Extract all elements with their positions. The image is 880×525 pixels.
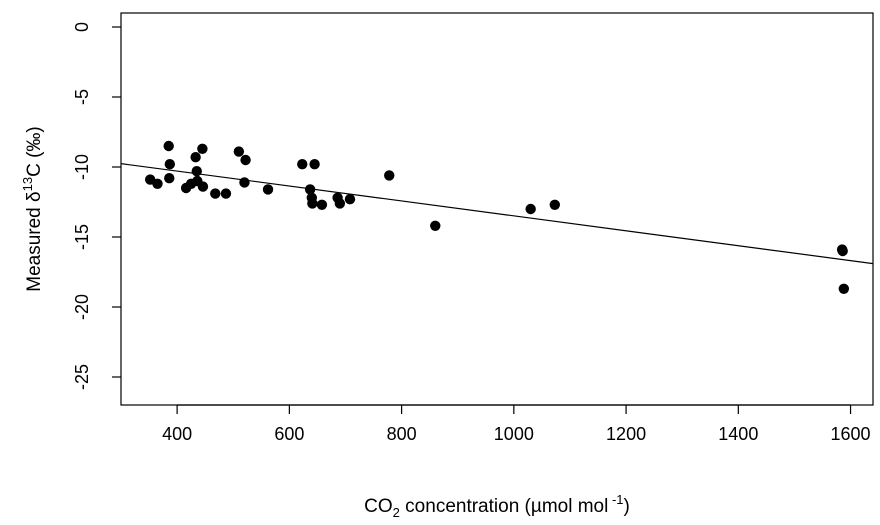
data-point bbox=[262, 184, 274, 195]
data-point bbox=[191, 166, 202, 177]
data-point bbox=[164, 173, 175, 184]
data-point bbox=[334, 198, 346, 209]
x-tick-label: 1600 bbox=[831, 424, 871, 444]
data-point bbox=[838, 283, 850, 294]
data-point bbox=[549, 199, 561, 210]
y-tick-label: -25 bbox=[72, 364, 92, 390]
data-point bbox=[525, 203, 536, 215]
y-axis-title: Measured δ13C (‰) bbox=[20, 126, 45, 291]
y-tick-label: 0 bbox=[72, 22, 92, 32]
data-point bbox=[837, 245, 848, 257]
x-tick-label: 1000 bbox=[494, 424, 534, 444]
data-point bbox=[239, 177, 250, 188]
data-point bbox=[316, 199, 328, 210]
data-point bbox=[304, 184, 316, 195]
x-axis-title: CO2 concentration (µmol mol -1) bbox=[364, 492, 630, 520]
data-point bbox=[344, 194, 356, 205]
x-tick-label: 600 bbox=[274, 424, 304, 444]
data-point bbox=[430, 220, 441, 231]
data-point bbox=[384, 170, 395, 181]
data-point bbox=[163, 140, 174, 152]
data-point bbox=[197, 143, 208, 154]
data-point bbox=[190, 152, 201, 163]
y-tick-label: -5 bbox=[72, 89, 92, 105]
data-point bbox=[220, 188, 232, 199]
x-tick-label: 1400 bbox=[718, 424, 758, 444]
y-axis: 0 -5 -10 -15 -20 -25 bbox=[72, 22, 121, 390]
data-point bbox=[297, 159, 308, 170]
x-tick-label: 1200 bbox=[606, 424, 646, 444]
data-point bbox=[210, 188, 221, 199]
data-point bbox=[197, 181, 209, 192]
data-point bbox=[152, 178, 163, 189]
data-point bbox=[164, 159, 176, 170]
y-tick-label: -20 bbox=[72, 294, 92, 320]
data-point bbox=[240, 154, 251, 166]
y-tick-label: -10 bbox=[72, 154, 92, 180]
y-tick-label: -15 bbox=[72, 224, 92, 250]
x-axis: 400 600 800 1000 1200 1400 1600 bbox=[162, 404, 871, 444]
x-tick-label: 400 bbox=[162, 424, 192, 444]
data-point bbox=[307, 198, 318, 209]
data-point bbox=[233, 146, 245, 157]
data-point bbox=[309, 159, 320, 170]
plot-area-border bbox=[120, 12, 874, 406]
trend-line bbox=[120, 163, 874, 265]
data-points bbox=[144, 140, 850, 294]
x-tick-label: 800 bbox=[387, 424, 417, 444]
